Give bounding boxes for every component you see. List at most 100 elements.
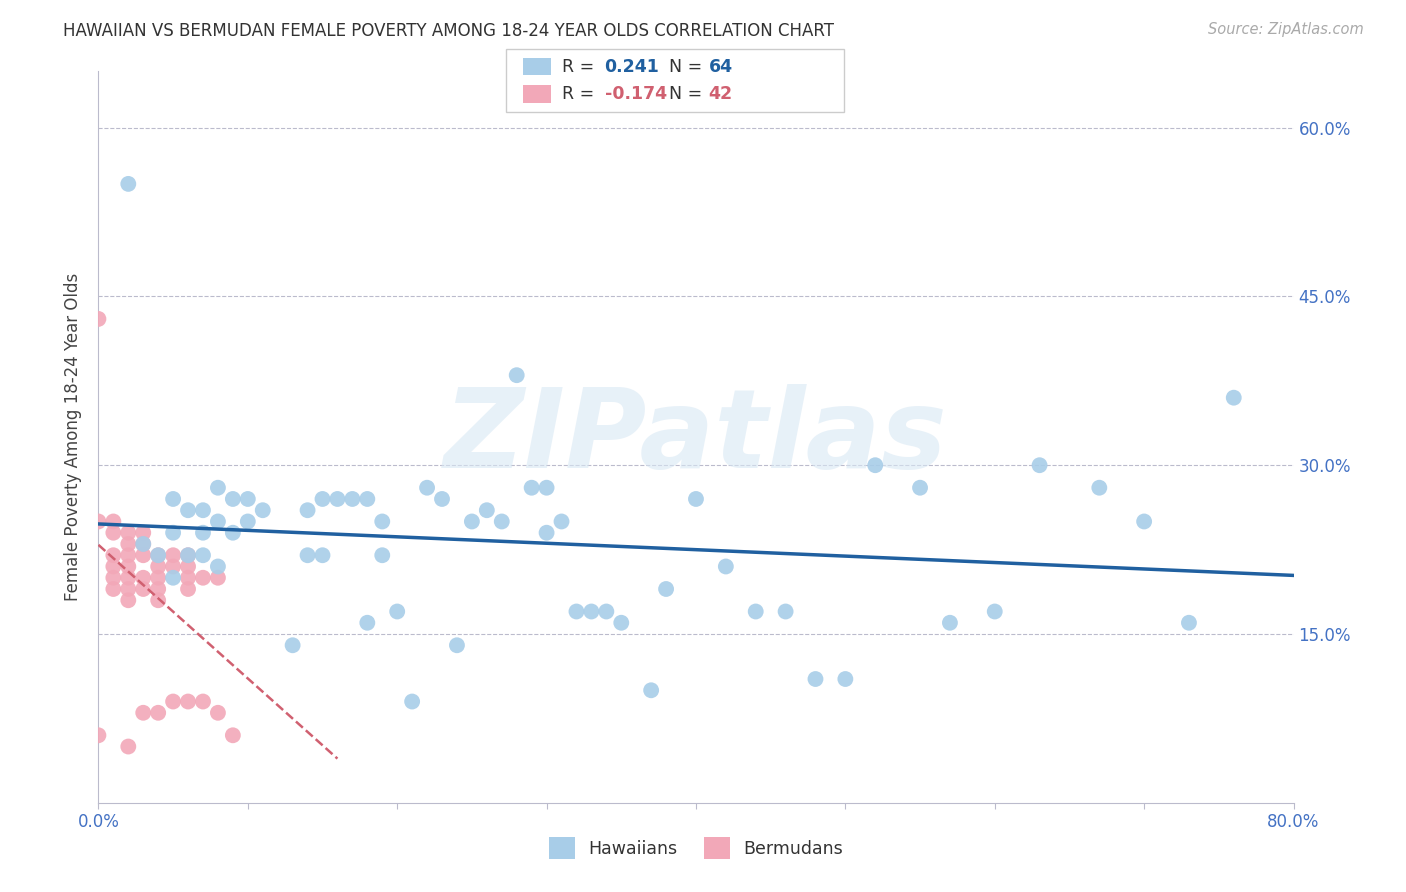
Point [281,638,304,652]
Point [371,548,394,562]
Point [655,582,678,596]
Point [117,548,139,562]
Point [177,582,200,596]
Point [222,525,245,540]
Point [520,481,543,495]
Point [87,312,110,326]
Point [132,706,155,720]
Point [475,503,498,517]
Point [103,515,125,529]
Point [1028,458,1050,473]
Point [207,559,229,574]
Text: R =: R = [562,85,600,103]
Point [148,593,170,607]
Point [581,605,603,619]
Point [207,706,229,720]
Text: 64: 64 [709,58,733,76]
Text: -0.174: -0.174 [605,85,666,103]
Point [103,559,125,574]
Point [222,491,245,506]
Point [775,605,797,619]
Point [117,739,139,754]
Point [207,481,229,495]
Point [610,615,633,630]
Point [132,571,155,585]
Point [834,672,856,686]
Point [162,525,184,540]
Point [117,582,139,596]
Point [191,571,214,585]
Point [804,672,827,686]
Point [446,638,468,652]
Point [117,537,139,551]
Point [297,548,319,562]
Point [342,491,364,506]
Point [297,503,319,517]
Point [87,728,110,742]
Point [416,481,439,495]
Text: R =: R = [562,58,600,76]
Point [356,615,378,630]
Point [865,458,887,473]
Point [745,605,768,619]
Point [640,683,662,698]
Point [117,525,139,540]
Point [148,548,170,562]
Point [430,491,453,506]
Point [1088,481,1111,495]
Point [565,605,588,619]
Text: 0.241: 0.241 [605,58,659,76]
Point [939,615,962,630]
Text: 42: 42 [709,85,733,103]
Point [371,515,394,529]
Point [461,515,484,529]
Point [536,525,558,540]
Point [984,605,1007,619]
Point [191,525,214,540]
Text: N =: N = [658,58,707,76]
Point [356,491,378,506]
Point [117,559,139,574]
Point [132,537,155,551]
Point [536,481,558,495]
Point [506,368,529,383]
Point [177,559,200,574]
Point [311,548,333,562]
Point [148,548,170,562]
Point [1178,615,1201,630]
Point [148,706,170,720]
Point [103,571,125,585]
Point [148,571,170,585]
Point [177,503,200,517]
Point [685,491,707,506]
Point [162,694,184,708]
Text: HAWAIIAN VS BERMUDAN FEMALE POVERTY AMONG 18-24 YEAR OLDS CORRELATION CHART: HAWAIIAN VS BERMUDAN FEMALE POVERTY AMON… [63,22,834,40]
Point [222,728,245,742]
Legend: Hawaiians, Bermudans: Hawaiians, Bermudans [540,829,852,867]
Point [103,525,125,540]
Point [162,571,184,585]
Point [87,515,110,529]
Point [595,605,617,619]
Point [132,525,155,540]
Point [162,559,184,574]
Point [207,515,229,529]
Point [491,515,513,529]
Point [207,571,229,585]
Point [252,503,274,517]
Point [148,582,170,596]
Text: N =: N = [658,85,707,103]
Point [132,548,155,562]
Point [103,548,125,562]
Point [191,548,214,562]
Point [148,559,170,574]
Point [1133,515,1156,529]
Point [177,548,200,562]
Point [162,548,184,562]
Point [191,694,214,708]
Point [132,582,155,596]
Point [550,515,572,529]
Point [117,593,139,607]
Point [177,571,200,585]
Point [177,548,200,562]
